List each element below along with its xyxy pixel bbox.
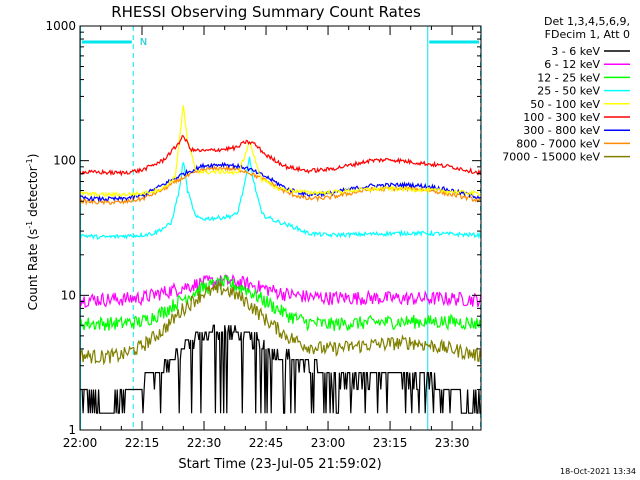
legend-label-5: 100 - 300 keV xyxy=(523,111,600,124)
night-label: N xyxy=(140,37,147,48)
y-axis-label-end: ) xyxy=(26,154,40,159)
series-lines xyxy=(79,105,482,414)
series-line-6 xyxy=(79,161,481,203)
x-tick-label-1: 22:15 xyxy=(125,436,160,450)
series-line-0 xyxy=(80,324,481,414)
y-axis-label-main: Count Rate (s xyxy=(26,229,40,311)
x-tick-label-5: 23:15 xyxy=(373,436,408,450)
legend-label-8: 7000 - 15000 keV xyxy=(502,151,600,164)
x-axis-label: Start Time (23-Jul-05 21:59:02) xyxy=(178,457,381,472)
legend-label-4: 50 - 100 keV xyxy=(530,98,600,111)
x-tick-label-6: 23:30 xyxy=(435,436,470,450)
legend-label-1: 6 - 12 keV xyxy=(544,58,600,71)
axis-ticks: 1 10 100 1000 22:00 22:15 22:30 22:45 23:00 23:15… xyxy=(45,19,481,450)
y-tick-label-1: 10 xyxy=(61,288,76,302)
y-tick-label-3: 1000 xyxy=(45,19,76,33)
series-line-1 xyxy=(79,273,482,308)
y-axis-label-sup2: -1 xyxy=(25,158,34,166)
x-tick-label-0: 22:00 xyxy=(63,436,98,450)
series-line-8 xyxy=(79,281,482,366)
series-line-2 xyxy=(79,274,482,332)
timestamp: 18-Oct-2021 13:34 xyxy=(560,467,636,476)
y-axis-label: Count Rate (s-1 detector-1) xyxy=(25,154,40,311)
y-axis-label-sup1: -1 xyxy=(25,221,34,229)
y-tick-label-0: 1 xyxy=(68,423,76,437)
night-intervals: N xyxy=(80,26,481,430)
series-line-5 xyxy=(79,134,482,177)
legend-label-7: 800 - 7000 keV xyxy=(516,137,600,150)
legend-header-line-2: FDecim 1, Att 0 xyxy=(545,28,630,41)
chart-title: RHESSI Observing Summary Count Rates xyxy=(111,3,421,21)
legend-label-0: 3 - 6 keV xyxy=(551,45,600,58)
legend-label-6: 300 - 800 keV xyxy=(523,124,600,137)
legend-label-3: 25 - 50 keV xyxy=(537,85,600,98)
legend-label-2: 12 - 25 keV xyxy=(537,71,600,84)
series-line-4 xyxy=(79,105,482,198)
x-tick-label-3: 22:45 xyxy=(249,436,284,450)
x-tick-label-4: 23:00 xyxy=(311,436,346,450)
plot-frame xyxy=(79,25,482,431)
series-line-3 xyxy=(79,156,482,240)
y-tick-label-2: 100 xyxy=(53,154,76,168)
svg-text:Count Rate (s-1 detector-1): Count Rate (s-1 detector-1) xyxy=(25,154,40,311)
legend-header-line-1: Det 1,3,4,5,6,9, xyxy=(544,15,630,28)
x-tick-label-2: 22:30 xyxy=(187,436,222,450)
y-axis-label-mid: detector xyxy=(26,166,40,221)
